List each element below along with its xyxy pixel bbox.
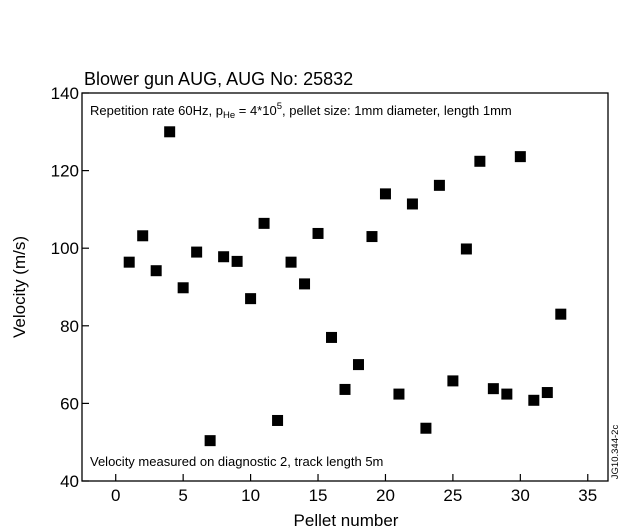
y-tick-label: 100 [51, 239, 79, 258]
x-tick-label: 20 [376, 486, 395, 505]
data-point [231, 255, 243, 267]
data-point [191, 246, 203, 258]
axes: 0 5 10 15 20 25 30 35 40 60 80 100 120 140 [51, 84, 598, 505]
data-point [460, 243, 472, 255]
data-point [420, 422, 432, 434]
x-tick-label: 35 [578, 486, 597, 505]
data-point [487, 383, 499, 395]
x-tick-label: 30 [511, 486, 530, 505]
x-axis-label: Pellet number [294, 511, 399, 530]
y-tick-label: 140 [51, 84, 79, 103]
plot-frame [81, 92, 609, 482]
data-point [528, 394, 540, 406]
x-tick-label: 25 [443, 486, 462, 505]
chart-annotation: Velocity measured on diagnostic 2, track… [90, 454, 383, 469]
chart-title: Blower gun AUG, AUG No: 25832 [84, 69, 353, 89]
y-axis-label: Velocity (m/s) [10, 236, 29, 338]
data-point [514, 151, 526, 163]
data-point [150, 265, 162, 277]
x-tick-label: 0 [111, 486, 120, 505]
y-tick-label: 120 [51, 162, 79, 181]
data-point [501, 388, 513, 400]
data-point [245, 293, 257, 305]
data-point [555, 308, 567, 320]
y-tick-label: 60 [60, 394, 79, 413]
data-point [379, 188, 391, 200]
data-point [204, 435, 216, 447]
y-tick-label: 80 [60, 317, 79, 336]
data-point [339, 383, 351, 395]
chart-subtitle: Repetition rate 60Hz, pHe = 4*105, pelle… [90, 101, 512, 121]
figure-id-label: JG10.344-2c [610, 425, 621, 480]
data-point [541, 387, 553, 399]
data-point [218, 251, 230, 263]
data-point [474, 155, 486, 167]
data-point [326, 331, 338, 343]
data-point [177, 282, 189, 294]
data-point [164, 126, 176, 138]
data-point [285, 256, 297, 268]
data-point [366, 231, 378, 243]
data-point [299, 278, 311, 290]
x-tick-label: 10 [241, 486, 260, 505]
data-point [123, 256, 135, 268]
data-point [137, 230, 149, 242]
x-tick-label: 5 [178, 486, 187, 505]
data-point [272, 414, 284, 426]
data-point [312, 227, 324, 239]
data-point [258, 217, 270, 229]
data-point [352, 359, 364, 371]
data-point [406, 198, 418, 210]
x-tick-label: 15 [309, 486, 328, 505]
data-point [447, 375, 459, 387]
data-points [123, 126, 567, 447]
data-point [393, 388, 405, 400]
data-point [433, 179, 445, 191]
y-tick-label: 40 [60, 472, 79, 491]
